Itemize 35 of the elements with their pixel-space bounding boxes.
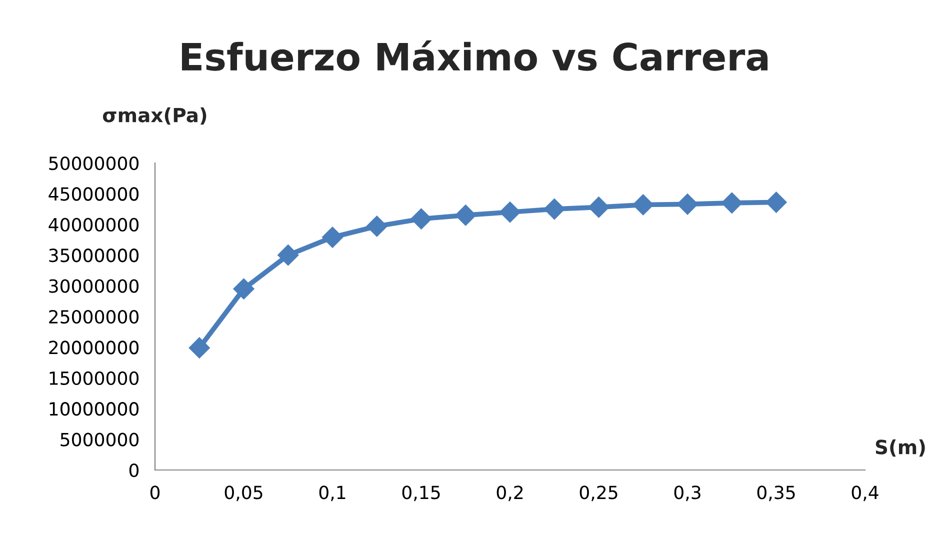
point: [188, 337, 210, 359]
y-axis-title: σmax(Pa): [102, 107, 206, 125]
point: [410, 208, 432, 230]
x-axis-title: S(m): [876, 439, 925, 457]
point: [454, 204, 476, 226]
y-tick-label: 10000000: [50, 402, 139, 416]
x-tick-label: 0,25: [580, 486, 618, 502]
x-tick-label: 0,15: [402, 486, 440, 502]
chart-title: Esfuerzo Máximo vs Carrera: [182, 40, 768, 71]
x-tick-label: 0,3: [674, 486, 700, 502]
y-tick-label: 50000000: [49, 156, 139, 170]
point: [277, 244, 299, 266]
y-tick-label: 30000000: [49, 279, 139, 293]
y-tick-label: 25000000: [49, 310, 139, 324]
point: [632, 194, 654, 216]
x-tick-label: 0,1: [319, 486, 346, 502]
x-tick-label: 0,05: [224, 486, 262, 502]
y-tick-label: 5000000: [60, 432, 139, 446]
x-tick-label: 0: [150, 486, 160, 500]
point: [588, 196, 610, 218]
y-tick-label: 45000000: [48, 187, 139, 201]
point: [232, 278, 255, 300]
point: [676, 193, 698, 215]
x-tick-label: 0,4: [852, 486, 878, 502]
y-tick-label: 20000000: [49, 340, 139, 354]
y-tick-label: 15000000: [50, 371, 139, 386]
y-tick-label: 35000000: [49, 248, 139, 262]
x-tick-label: 0,2: [496, 486, 523, 502]
x-tick-label: 0,35: [757, 486, 795, 502]
point: [499, 201, 521, 223]
y-tick-label: 40000000: [48, 218, 139, 232]
y-tick-label: 0: [129, 463, 139, 478]
point: [322, 226, 344, 248]
point: [544, 198, 566, 220]
point: [366, 215, 388, 238]
